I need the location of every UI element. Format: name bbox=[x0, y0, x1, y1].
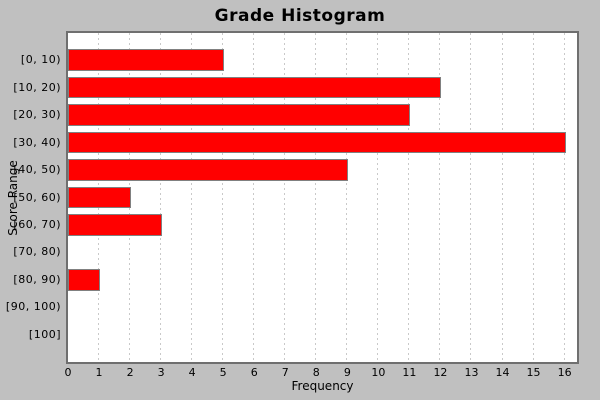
y-tick-label: [0, 10) bbox=[20, 53, 61, 67]
x-tick-label: 15 bbox=[526, 366, 541, 379]
y-tick-label: [30, 40) bbox=[13, 135, 61, 149]
bar bbox=[68, 49, 225, 71]
x-tick-label: 1 bbox=[95, 366, 103, 379]
y-tick-label: [80, 90) bbox=[13, 272, 61, 286]
bar bbox=[68, 214, 163, 236]
gridline bbox=[253, 33, 255, 362]
x-axis-title: Frequency bbox=[291, 379, 354, 393]
gridline bbox=[408, 33, 410, 362]
gridline bbox=[532, 33, 534, 362]
gridline bbox=[563, 33, 565, 362]
x-tick-label: 11 bbox=[402, 366, 417, 379]
y-tick-label: [100] bbox=[28, 327, 61, 341]
chart-title: Grade Histogram bbox=[214, 6, 386, 26]
gridline bbox=[191, 33, 193, 362]
y-tick-label: [60, 70) bbox=[13, 217, 61, 231]
bar bbox=[68, 131, 566, 154]
x-tick-label: 12 bbox=[433, 366, 448, 379]
bar bbox=[68, 76, 442, 99]
gridline bbox=[470, 33, 472, 362]
gridline bbox=[222, 33, 224, 362]
bar bbox=[68, 104, 411, 126]
x-tick-label: 14 bbox=[495, 366, 510, 379]
y-tick-label: [20, 30) bbox=[13, 108, 61, 122]
x-tick-label: 8 bbox=[312, 366, 320, 379]
bar bbox=[68, 186, 132, 209]
x-tick-label: 6 bbox=[250, 366, 258, 379]
y-tick-label: [50, 60) bbox=[13, 190, 61, 204]
x-tick-label: 3 bbox=[157, 366, 165, 379]
x-tick-label: 0 bbox=[64, 366, 72, 379]
gridline bbox=[160, 33, 162, 362]
gridline bbox=[284, 33, 286, 362]
x-tick-label: 5 bbox=[219, 366, 227, 379]
gridline bbox=[377, 33, 379, 362]
bar bbox=[68, 159, 349, 181]
x-tick-label: 16 bbox=[557, 366, 572, 379]
gridline bbox=[346, 33, 348, 362]
x-tick-label: 13 bbox=[464, 366, 479, 379]
x-tick-label: 2 bbox=[126, 366, 134, 379]
bar bbox=[68, 269, 101, 291]
y-tick-label: [10, 20) bbox=[13, 80, 61, 94]
x-tick-label: 10 bbox=[371, 366, 386, 379]
y-tick-label: [40, 50) bbox=[13, 163, 61, 177]
gridline bbox=[439, 33, 441, 362]
plot-area bbox=[66, 31, 579, 364]
x-tick-label: 4 bbox=[188, 366, 196, 379]
gridline bbox=[315, 33, 317, 362]
x-tick-label: 7 bbox=[281, 366, 289, 379]
x-tick-label: 9 bbox=[343, 366, 351, 379]
y-tick-label: [70, 80) bbox=[13, 245, 61, 259]
gridline bbox=[501, 33, 503, 362]
y-tick-label: [90, 100) bbox=[5, 300, 61, 314]
